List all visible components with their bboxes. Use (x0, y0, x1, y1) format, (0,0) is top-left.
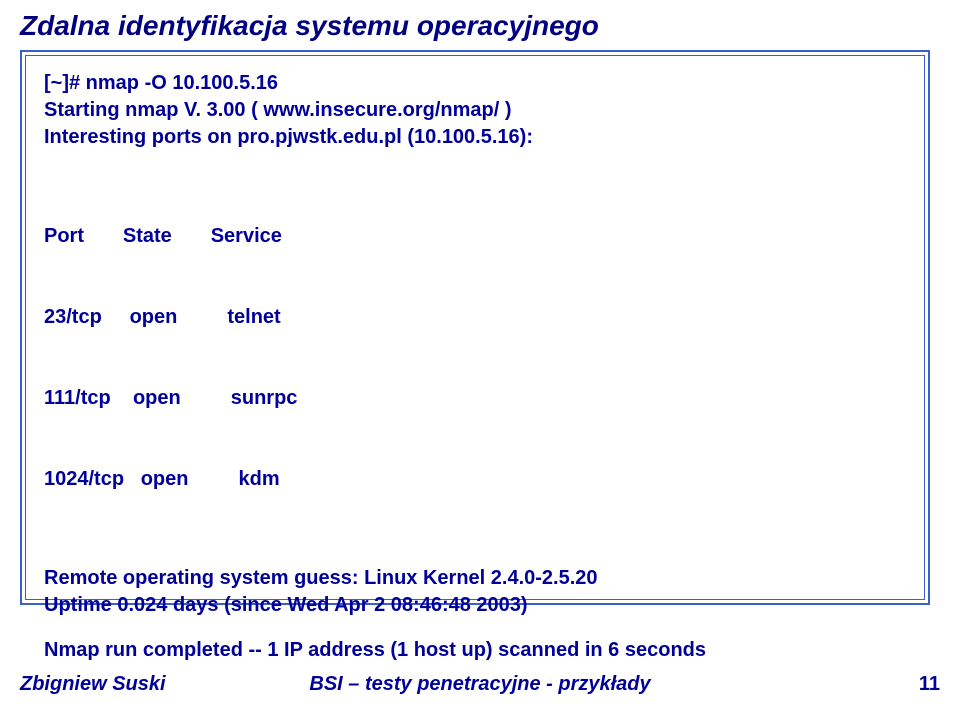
code-box-inner: [~]# nmap -O 10.100.5.16 Starting nmap V… (25, 55, 925, 600)
ports-row-1: 23/tcp open telnet (44, 304, 906, 331)
ports-table: Port State Service 23/tcp open telnet 11… (44, 169, 906, 547)
cmd-line-3: Interesting ports on pro.pjwstk.edu.pl (… (44, 124, 906, 151)
footer-center: BSI – testy penetracyjne - przykłady (309, 673, 650, 696)
remote-os-guess: Remote operating system guess: Linux Ker… (44, 565, 906, 592)
nmap-completed: Nmap run completed -- 1 IP address (1 ho… (44, 637, 906, 664)
code-box-outer: [~]# nmap -O 10.100.5.16 Starting nmap V… (20, 50, 930, 605)
slide-footer: Zbigniew Suski BSI – testy penetracyjne … (20, 673, 940, 696)
cmd-line-1: [~]# nmap -O 10.100.5.16 (44, 70, 906, 97)
ports-header: Port State Service (44, 223, 906, 250)
ports-row-3: 1024/tcp open kdm (44, 466, 906, 493)
footer-author: Zbigniew Suski (20, 673, 166, 695)
ports-row-2: 111/tcp open sunrpc (44, 385, 906, 412)
remote-os-block: Remote operating system guess: Linux Ker… (44, 565, 906, 619)
page-title: Zdalna identyfikacja systemu operacyjneg… (0, 0, 960, 42)
footer-page-number: 11 (919, 673, 940, 696)
cmd-line-2: Starting nmap V. 3.00 ( www.insecure.org… (44, 97, 906, 124)
uptime-line: Uptime 0.024 days (since Wed Apr 2 08:46… (44, 592, 906, 619)
